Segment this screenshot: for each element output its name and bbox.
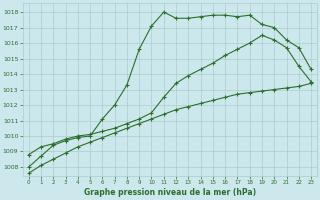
X-axis label: Graphe pression niveau de la mer (hPa): Graphe pression niveau de la mer (hPa) [84,188,256,197]
